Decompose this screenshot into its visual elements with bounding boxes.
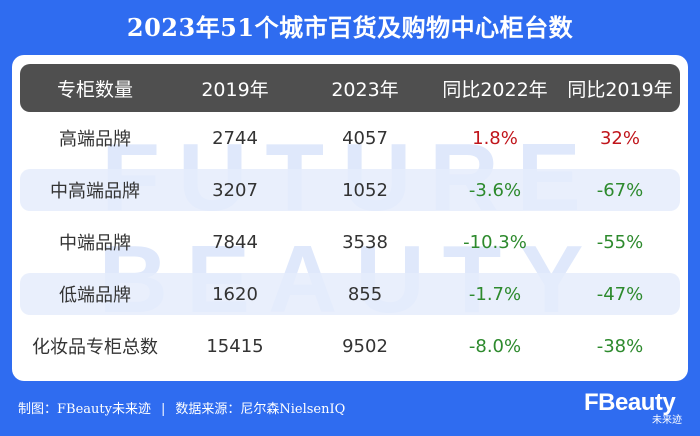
header-vs-2019: 同比2019年 xyxy=(567,78,673,101)
page-title: 2023年51个城市百货及购物中心柜台数 xyxy=(126,13,574,42)
cell-vs-2022: -1.7% xyxy=(468,283,522,305)
row-label: 低端品牌 xyxy=(59,285,131,306)
cell-2019: 1620 xyxy=(212,283,258,305)
cell-2019: 15415 xyxy=(206,335,264,357)
cell-2019: 3207 xyxy=(212,179,258,201)
cell-vs-2019: -47% xyxy=(596,283,644,305)
header-2019: 2019年 xyxy=(201,78,269,101)
cell-2023: 3538 xyxy=(342,231,388,253)
cell-2023: 4057 xyxy=(342,127,388,149)
table-row: 中端品牌 7844 3538 -10.3% -55% xyxy=(20,221,680,263)
cell-vs-2022: -8.0% xyxy=(468,335,522,357)
header-label: 专柜数量 xyxy=(56,78,133,101)
cell-vs-2022: -10.3% xyxy=(463,231,527,253)
table-header: 专柜数量 2019年 2023年 同比2022年 同比2019年 xyxy=(20,64,680,112)
header-2023: 2023年 xyxy=(331,78,399,101)
footer-separator: | xyxy=(160,402,166,417)
footer-credit: 制图：FBeauty未来迹 xyxy=(18,402,151,417)
footer-source: 数据来源：尼尔森NielsenIQ xyxy=(175,402,346,417)
logo-main: FBeauty xyxy=(584,389,676,416)
cell-2023: 9502 xyxy=(342,335,388,357)
footer-credits: 制图：FBeauty未来迹 | 数据来源：尼尔森NielsenIQ xyxy=(18,400,345,420)
cell-2023: 1052 xyxy=(342,179,388,201)
cell-vs-2019: -67% xyxy=(596,179,644,201)
cell-vs-2022: -3.6% xyxy=(468,179,522,201)
header-vs-2022: 同比2022年 xyxy=(442,78,548,101)
table-row: 中高端品牌 3207 1052 -3.6% -67% xyxy=(20,169,680,211)
cell-vs-2022: 1.8% xyxy=(472,127,518,149)
table-row: 低端品牌 1620 855 -1.7% -47% xyxy=(20,273,680,315)
table-row: 化妆品专柜总数 15415 9502 -8.0% -38% xyxy=(20,325,680,367)
row-label: 中端品牌 xyxy=(59,233,131,254)
cell-vs-2019: -38% xyxy=(596,335,644,357)
fbeauty-logo: FBeauty 未来迹 xyxy=(584,389,684,429)
cell-2019: 7844 xyxy=(212,231,258,253)
row-label: 化妆品专柜总数 xyxy=(32,337,158,358)
cell-2023: 855 xyxy=(347,283,383,305)
row-label: 中高端品牌 xyxy=(50,181,140,202)
logo-sub: 未来迹 xyxy=(652,415,682,426)
row-label: 高端品牌 xyxy=(59,129,131,150)
table-card: FUTURE BEAUTY 专柜数量 2019年 2023年 同比2022年 同… xyxy=(12,55,688,381)
cell-vs-2019: -55% xyxy=(596,231,644,253)
table-row: 高端品牌 2744 4057 1.8% 32% xyxy=(20,117,680,159)
cell-vs-2019: 32% xyxy=(599,127,640,149)
cell-2019: 2744 xyxy=(212,127,258,149)
